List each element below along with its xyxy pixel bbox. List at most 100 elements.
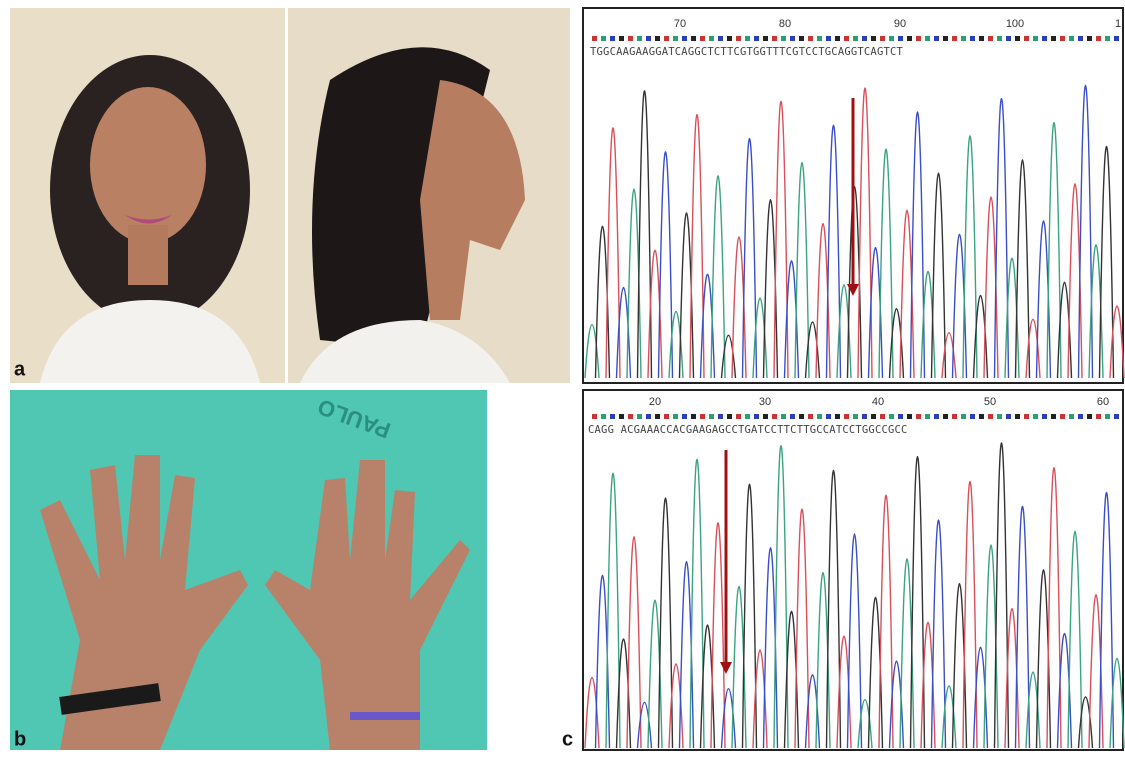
base-marker bbox=[799, 414, 804, 419]
base-marker bbox=[889, 36, 894, 41]
base-marker bbox=[853, 414, 858, 419]
base-marker bbox=[727, 414, 732, 419]
base-marker bbox=[700, 414, 705, 419]
base-marker bbox=[1033, 36, 1038, 41]
base-marker bbox=[619, 36, 624, 41]
base-marker bbox=[1015, 36, 1020, 41]
base-marker bbox=[1096, 36, 1101, 41]
base-marker bbox=[898, 414, 903, 419]
base-marker bbox=[934, 414, 939, 419]
base-marker bbox=[1078, 414, 1083, 419]
base-marker bbox=[916, 36, 921, 41]
base-marker bbox=[907, 36, 912, 41]
base-marker bbox=[1006, 414, 1011, 419]
base-marker bbox=[934, 36, 939, 41]
base-marker bbox=[979, 36, 984, 41]
base-marker bbox=[1105, 36, 1110, 41]
base-marker bbox=[628, 36, 633, 41]
base-marker bbox=[655, 414, 660, 419]
base-marker bbox=[709, 36, 714, 41]
base-marker bbox=[691, 36, 696, 41]
position-label: 90 bbox=[894, 18, 906, 30]
base-marker bbox=[763, 414, 768, 419]
base-marker bbox=[592, 414, 597, 419]
base-marker bbox=[916, 414, 921, 419]
base-marker bbox=[961, 414, 966, 419]
base-marker bbox=[898, 36, 903, 41]
base-marker bbox=[646, 414, 651, 419]
base-marker bbox=[610, 414, 615, 419]
base-marker bbox=[925, 414, 930, 419]
position-label: 50 bbox=[984, 396, 996, 408]
figure: PAULO TGGCAAGAAGGATCAGGCTCTTCGTGGTTTCGTC… bbox=[0, 0, 1125, 753]
base-marker bbox=[619, 414, 624, 419]
base-marker bbox=[754, 36, 759, 41]
base-marker bbox=[745, 36, 750, 41]
base-marker bbox=[1042, 414, 1047, 419]
base-marker bbox=[952, 36, 957, 41]
base-marker bbox=[628, 414, 633, 419]
panel-label: c bbox=[562, 728, 573, 750]
base-marker bbox=[880, 414, 885, 419]
position-label: 70 bbox=[674, 18, 686, 30]
base-marker bbox=[709, 414, 714, 419]
base-marker bbox=[853, 36, 858, 41]
position-label: 1 bbox=[1115, 18, 1121, 30]
base-marker bbox=[817, 414, 822, 419]
position-label: 100 bbox=[1006, 18, 1024, 30]
base-marker bbox=[1042, 36, 1047, 41]
trace-bottom-frame bbox=[583, 390, 1123, 750]
base-marker bbox=[907, 414, 912, 419]
base-marker bbox=[637, 36, 642, 41]
base-marker bbox=[1024, 36, 1029, 41]
base-marker bbox=[925, 36, 930, 41]
base-marker bbox=[970, 36, 975, 41]
base-marker bbox=[1114, 36, 1119, 41]
base-marker bbox=[943, 414, 948, 419]
position-label: 30 bbox=[759, 396, 771, 408]
base-marker bbox=[961, 36, 966, 41]
base-marker bbox=[1105, 414, 1110, 419]
base-marker bbox=[826, 36, 831, 41]
base-marker bbox=[1024, 414, 1029, 419]
base-marker bbox=[754, 414, 759, 419]
base-marker bbox=[1060, 414, 1065, 419]
base-marker bbox=[664, 36, 669, 41]
base-marker bbox=[979, 414, 984, 419]
base-marker bbox=[772, 414, 777, 419]
base-marker bbox=[988, 36, 993, 41]
base-marker bbox=[718, 414, 723, 419]
base-marker bbox=[736, 414, 741, 419]
photo-front bbox=[10, 8, 285, 383]
base-marker bbox=[1114, 414, 1119, 419]
base-marker bbox=[781, 36, 786, 41]
base-marker bbox=[772, 36, 777, 41]
panel-label: a bbox=[14, 358, 26, 380]
base-marker bbox=[997, 36, 1002, 41]
base-marker bbox=[1015, 414, 1020, 419]
base-marker bbox=[655, 36, 660, 41]
base-marker bbox=[592, 36, 597, 41]
base-marker bbox=[745, 414, 750, 419]
sequence-top: TGGCAAGAAGGATCAGGCTCTTCGTGGTTTCGTCCTGCAG… bbox=[590, 46, 904, 58]
base-marker bbox=[799, 36, 804, 41]
base-marker bbox=[700, 36, 705, 41]
base-marker bbox=[817, 36, 822, 41]
base-marker bbox=[646, 36, 651, 41]
position-label: 80 bbox=[779, 18, 791, 30]
base-marker bbox=[952, 414, 957, 419]
base-marker bbox=[1087, 414, 1092, 419]
base-marker bbox=[844, 36, 849, 41]
base-marker bbox=[1033, 414, 1038, 419]
position-label: 40 bbox=[872, 396, 884, 408]
photo-hands bbox=[10, 390, 487, 750]
base-marker bbox=[988, 414, 993, 419]
base-marker bbox=[826, 414, 831, 419]
base-marker bbox=[1069, 414, 1074, 419]
base-marker bbox=[889, 414, 894, 419]
base-marker bbox=[943, 36, 948, 41]
base-marker bbox=[1006, 36, 1011, 41]
base-marker bbox=[880, 36, 885, 41]
base-marker bbox=[808, 414, 813, 419]
base-marker bbox=[691, 414, 696, 419]
